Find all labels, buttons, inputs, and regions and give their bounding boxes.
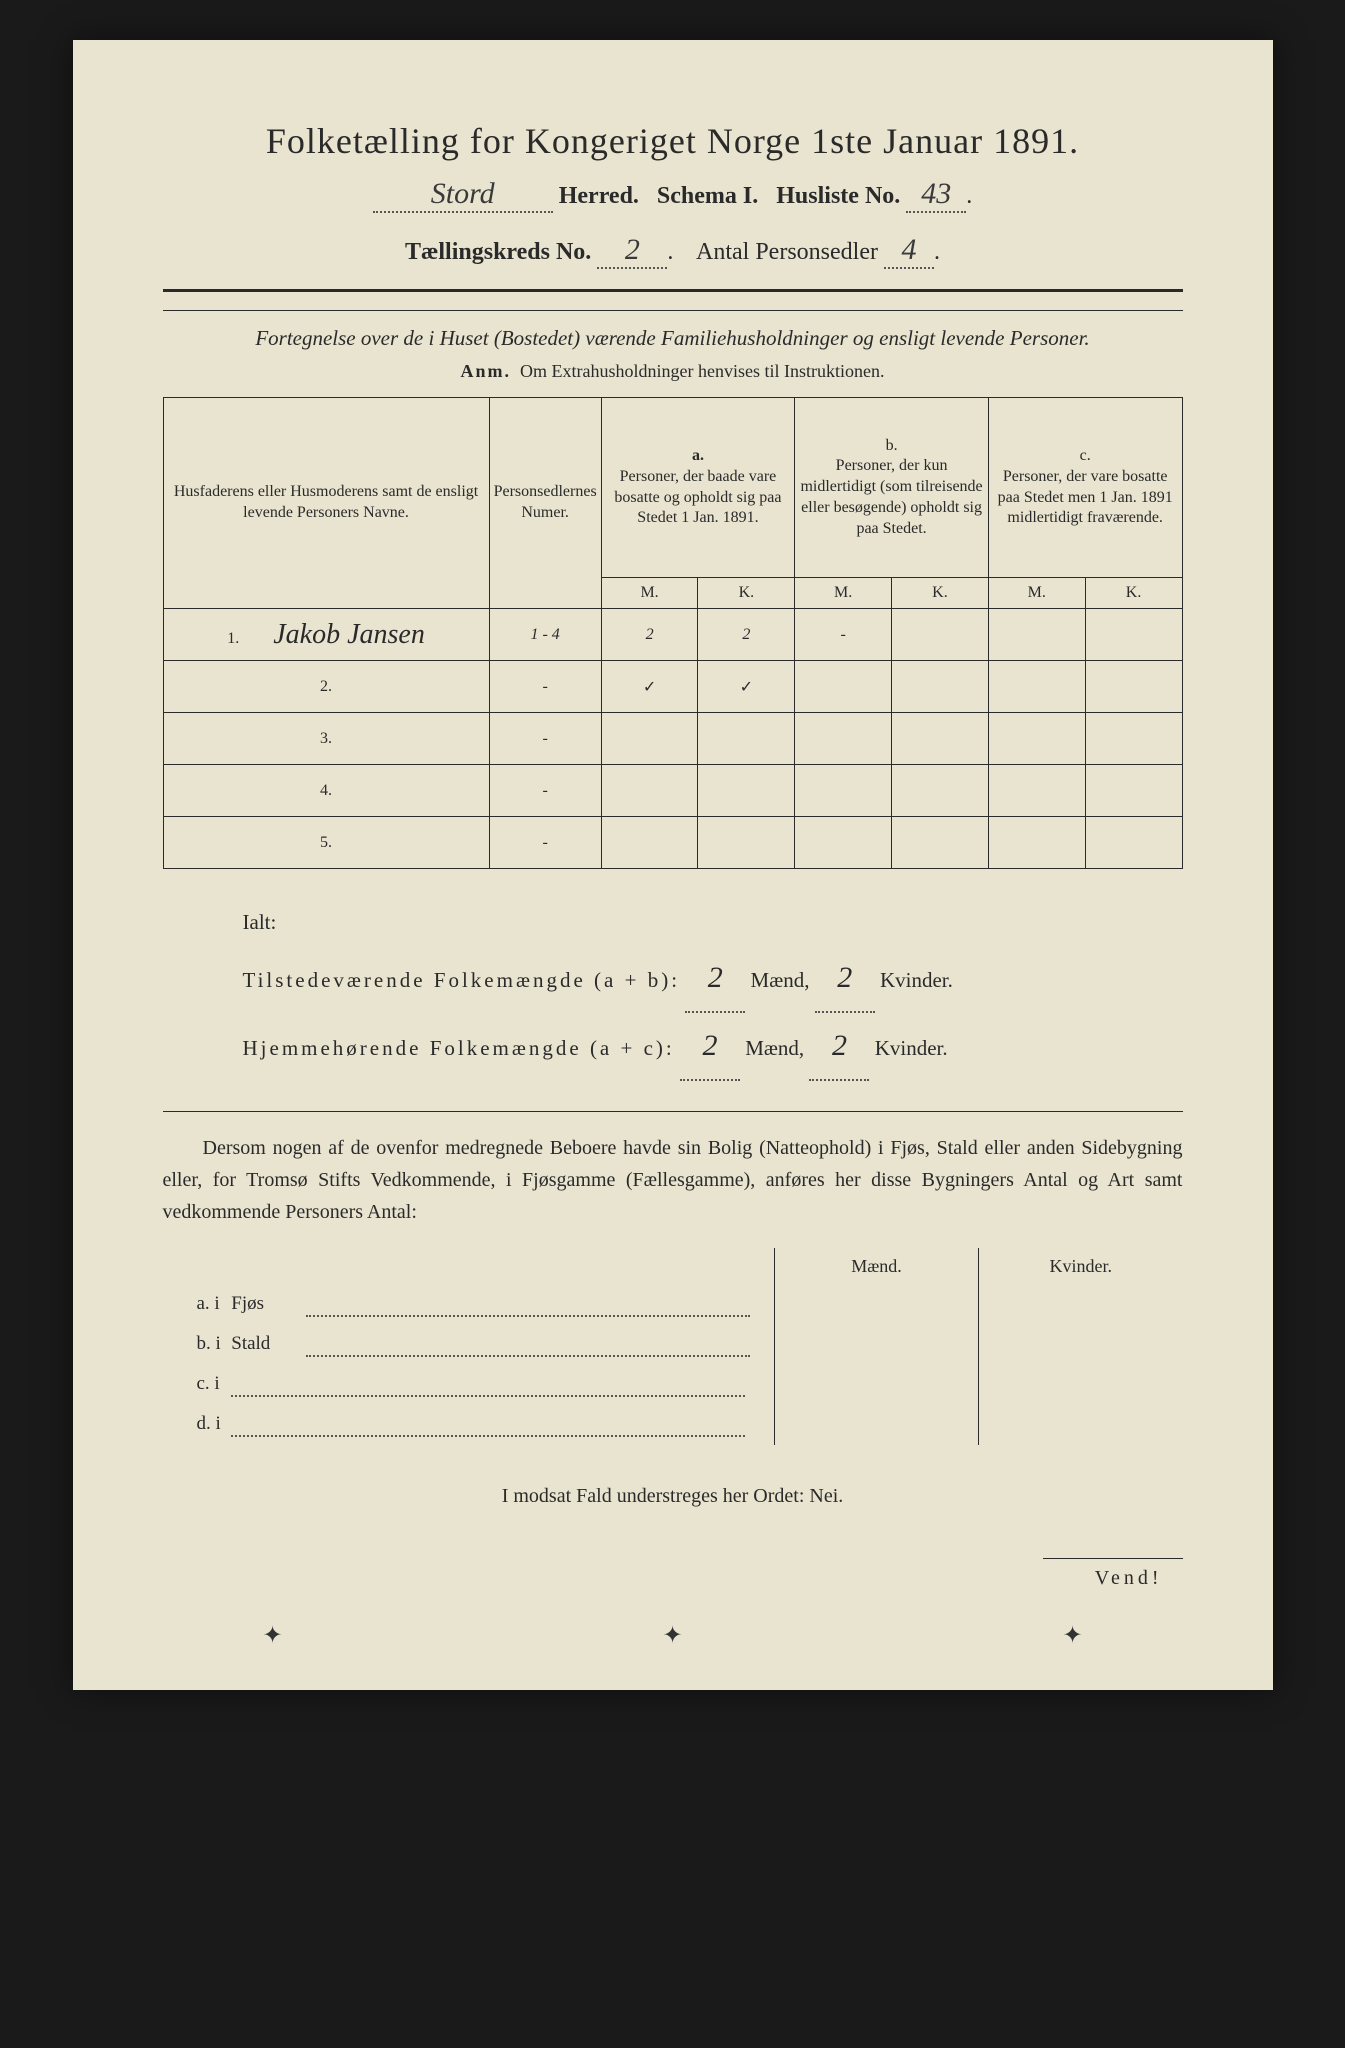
- kreds-value: 2: [597, 233, 667, 269]
- col-m: M.: [601, 578, 698, 609]
- main-table: Husfaderens eller Husmoderens samt de en…: [163, 397, 1183, 869]
- divider: [163, 1111, 1183, 1112]
- totals-line-2: Hjemmehørende Folkemængde (a + c): 2 Mæn…: [243, 1013, 1183, 1081]
- cell-ck: [1085, 609, 1182, 661]
- side-row: c. i: [163, 1365, 1183, 1405]
- anm-line: Anm. Om Extrahusholdninger henvises til …: [163, 361, 1183, 382]
- census-form-page: Folketælling for Kongeriget Norge 1ste J…: [73, 40, 1273, 1690]
- vend-label: Vend!: [1043, 1558, 1183, 1590]
- note-text: Dersom nogen af de ovenfor medregnede Be…: [163, 1132, 1183, 1228]
- side-kvinder: Kvinder.: [979, 1248, 1183, 1285]
- husliste-label: Husliste No.: [776, 183, 900, 209]
- total-k: 2: [809, 1013, 869, 1081]
- col-m: M.: [988, 578, 1085, 609]
- col-header-c: c. Personer, der vare bosatte paa Stedet…: [988, 398, 1182, 578]
- dot-icon: ✦: [1062, 1621, 1082, 1650]
- table-row: 5. -: [163, 817, 1182, 869]
- col-header-name: Husfaderens eller Husmoderens samt de en…: [163, 398, 489, 609]
- table-row: 1. Jakob Jansen 1 - 4 2 2 -: [163, 609, 1182, 661]
- cell-bk: [892, 609, 989, 661]
- kreds-label: Tællingskreds No.: [405, 239, 591, 265]
- schema-label: Schema I.: [657, 183, 758, 209]
- header-line-2: Tællingskreds No. 2. Antal Personsedler …: [163, 233, 1183, 269]
- modsat-text: I modsat Fald understreges her Ordet: Ne…: [163, 1485, 1183, 1508]
- dot-icon: ✦: [262, 1621, 282, 1650]
- side-row: a. i Fjøs: [163, 1285, 1183, 1325]
- col-k: K.: [892, 578, 989, 609]
- anm-text: Om Extrahusholdninger henvises til Instr…: [520, 361, 884, 381]
- person-name: Jakob Jansen: [243, 619, 425, 650]
- husliste-value: 43: [906, 177, 966, 213]
- total-k: 2: [815, 945, 875, 1013]
- ialt-label: Ialt:: [243, 899, 1183, 945]
- dot-icon: ✦: [662, 1621, 682, 1650]
- page-marks: ✦ ✦ ✦: [73, 1621, 1273, 1650]
- cell-cm: [988, 609, 1085, 661]
- table-row: 2. - ✓ ✓: [163, 661, 1182, 713]
- col-k: K.: [698, 578, 795, 609]
- divider: [163, 289, 1183, 292]
- person-num: 1 - 4: [489, 609, 601, 661]
- side-maend: Mænd.: [775, 1248, 979, 1285]
- cell-ak: 2: [698, 609, 795, 661]
- table-row: 4. -: [163, 765, 1182, 817]
- side-row: d. i: [163, 1405, 1183, 1445]
- cell-bm: -: [795, 609, 892, 661]
- total-m: 2: [685, 945, 745, 1013]
- herred-value: Stord: [373, 177, 553, 213]
- antal-label: Antal Personsedler: [696, 239, 878, 265]
- herred-label: Herred.: [559, 183, 639, 209]
- anm-label: Anm.: [461, 361, 512, 381]
- col-header-num: Personsedlernes Numer.: [489, 398, 601, 609]
- col-m: M.: [795, 578, 892, 609]
- table-row: 3. -: [163, 713, 1182, 765]
- fortegnelse-text: Fortegnelse over de i Huset (Bostedet) v…: [163, 326, 1183, 351]
- header-line-1: Stord Herred. Schema I. Husliste No. 43.: [163, 177, 1183, 213]
- cell-am: 2: [601, 609, 698, 661]
- side-building-table: Mænd. Kvinder. a. i Fjøs b. i Stald c. i: [163, 1248, 1183, 1445]
- col-header-a: a. Personer, der baade vare bosatte og o…: [601, 398, 795, 578]
- antal-value: 4: [884, 233, 934, 269]
- total-m: 2: [680, 1013, 740, 1081]
- divider: [163, 310, 1183, 311]
- side-row: b. i Stald: [163, 1325, 1183, 1365]
- col-k: K.: [1085, 578, 1182, 609]
- col-header-b: b. Personer, der kun midlertidigt (som t…: [795, 398, 989, 578]
- totals-block: Ialt: Tilstedeværende Folkemængde (a + b…: [243, 899, 1183, 1081]
- page-title: Folketælling for Kongeriget Norge 1ste J…: [163, 120, 1183, 162]
- totals-line-1: Tilstedeværende Folkemængde (a + b): 2 M…: [243, 945, 1183, 1013]
